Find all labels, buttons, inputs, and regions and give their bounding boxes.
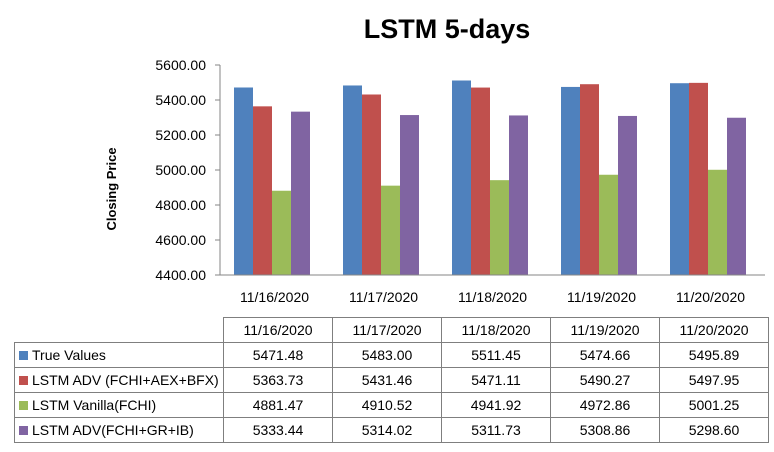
bar-lstm-vanilla-fchi-1 <box>381 185 400 275</box>
chart-title: LSTM 5-days <box>364 14 531 44</box>
table-cell-value: 5497.95 <box>659 367 769 393</box>
bar-lstm-adv-fchi-gr-ib-0 <box>291 111 310 275</box>
legend-swatch <box>19 426 28 435</box>
bar-lstm-adv-fchi-gr-ib-1 <box>400 115 419 275</box>
table-header-row: 11/16/2020 11/17/2020 11/18/2020 11/19/2020… <box>14 317 769 343</box>
table-cell-value: 5511.45 <box>441 342 551 368</box>
table-cell-value: 5363.73 <box>223 367 333 393</box>
table-cell-value: 5471.11 <box>441 367 551 393</box>
legend-entry: True Values <box>14 342 224 368</box>
table-cell-value: 5483.00 <box>332 342 442 368</box>
table-cell-value: 4910.52 <box>332 392 442 418</box>
data-table: 11/16/2020 11/17/2020 11/18/2020 11/19/2020… <box>14 317 769 443</box>
bar-lstm-vanilla-fchi-2 <box>490 180 509 275</box>
table-cell-value: 5495.89 <box>659 342 769 368</box>
bar-lstm-adv-fchi-aex-bfx-4 <box>689 82 708 275</box>
x-tick-label: 11/18/2020 <box>458 289 527 305</box>
legend-entry: LSTM Vanilla(FCHI) <box>14 392 224 418</box>
series-name: LSTM ADV (FCHI+AEX+BFX) <box>32 372 219 388</box>
plot-area: 4400.00 4600.00 4800.00 5000.00 5200.00 5400.… <box>155 57 765 305</box>
table-cell-value: 5431.46 <box>332 367 442 393</box>
y-tick-label: 5000.00 <box>155 162 206 178</box>
table-cell-value: 5001.25 <box>659 392 769 418</box>
table-cell-value: 5490.27 <box>550 367 660 393</box>
bar-true-values-1 <box>343 85 362 275</box>
table-cell-value: 5311.73 <box>441 417 551 443</box>
bar-lstm-adv-fchi-gr-ib-4 <box>727 117 746 276</box>
y-axis-label: Closing Price <box>104 147 119 230</box>
table-row: LSTM ADV (FCHI+AEX+BFX) 5363.73 5431.46 547… <box>14 367 769 393</box>
bar-lstm-vanilla-fchi-4 <box>708 169 727 275</box>
table-cell-value: 5308.86 <box>550 417 660 443</box>
table-cell-value: 5314.02 <box>332 417 442 443</box>
table-cell-value: 5474.66 <box>550 342 660 368</box>
y-tick-label: 5200.00 <box>155 127 206 143</box>
x-tick-label: 11/17/2020 <box>349 289 418 305</box>
bar-lstm-adv-fchi-aex-bfx-2 <box>471 87 490 275</box>
series-name: True Values <box>32 347 106 363</box>
table-cell-value: 5333.44 <box>223 417 333 443</box>
table-row: LSTM ADV(FCHI+GR+IB) 5333.44 5314.02 5311.7… <box>14 417 769 443</box>
bar-lstm-adv-fchi-gr-ib-2 <box>509 115 528 275</box>
bar-lstm-vanilla-fchi-3 <box>599 174 618 275</box>
table-header-date: 11/19/2020 <box>550 317 660 343</box>
bar-true-values-2 <box>452 80 471 275</box>
table-corner-cell <box>14 317 224 343</box>
table-cell-value: 4941.92 <box>441 392 551 418</box>
series-name: LSTM ADV(FCHI+GR+IB) <box>32 422 194 438</box>
table-row: LSTM Vanilla(FCHI) 4881.47 4910.52 4941.92 4… <box>14 392 769 418</box>
y-tick-label: 5400.00 <box>155 92 206 108</box>
table-header-date: 11/17/2020 <box>332 317 442 343</box>
legend-swatch <box>19 376 28 385</box>
bar-lstm-adv-fchi-aex-bfx-1 <box>362 94 381 275</box>
chart: LSTM 5-days Closing Price 4400.00 4600.00… <box>104 14 765 305</box>
table-header-date: 11/18/2020 <box>441 317 551 343</box>
bar-lstm-vanilla-fchi-0 <box>272 190 291 275</box>
legend-swatch <box>19 351 28 360</box>
y-tick-label: 5600.00 <box>155 57 206 73</box>
table-cell-value: 4972.86 <box>550 392 660 418</box>
x-tick-label: 11/16/2020 <box>240 289 309 305</box>
table-cell-value: 5298.60 <box>659 417 769 443</box>
series-name: LSTM Vanilla(FCHI) <box>32 397 157 413</box>
bar-true-values-4 <box>670 83 689 275</box>
y-tick-label: 4400.00 <box>155 267 206 283</box>
table-header-date: 11/20/2020 <box>659 317 769 343</box>
legend-entry: LSTM ADV (FCHI+AEX+BFX) <box>14 367 224 393</box>
table-row: True Values 5471.48 5483.00 5511.45 5474.66 5… <box>14 342 769 368</box>
table-cell-value: 5471.48 <box>223 342 333 368</box>
bar-lstm-adv-fchi-aex-bfx-0 <box>253 106 272 275</box>
legend-swatch <box>19 401 28 410</box>
y-tick-label: 4600.00 <box>155 232 206 248</box>
bar-true-values-3 <box>561 86 580 275</box>
x-tick-label: 11/20/2020 <box>676 289 745 305</box>
table-header-date: 11/16/2020 <box>223 317 333 343</box>
bar-lstm-adv-fchi-aex-bfx-3 <box>580 84 599 275</box>
legend-entry: LSTM ADV(FCHI+GR+IB) <box>14 417 224 443</box>
x-tick-label: 11/19/2020 <box>567 289 636 305</box>
bar-true-values-0 <box>234 87 253 275</box>
y-tick-label: 4800.00 <box>155 197 206 213</box>
bar-lstm-adv-fchi-gr-ib-3 <box>618 115 637 276</box>
table-cell-value: 4881.47 <box>223 392 333 418</box>
